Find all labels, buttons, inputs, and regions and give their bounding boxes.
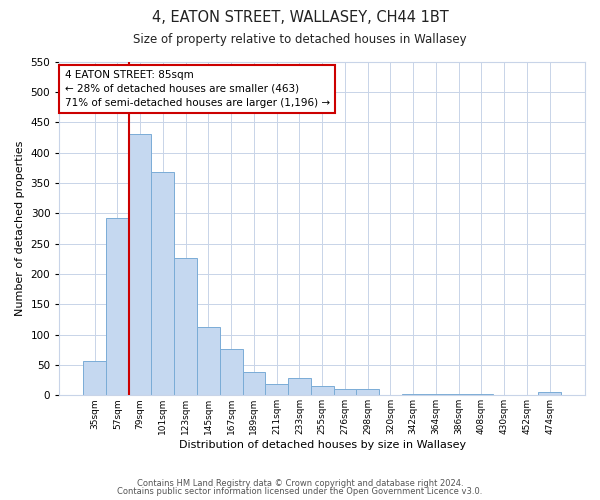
Bar [174, 258, 197, 396]
Bar [197, 326, 220, 396]
Bar [265, 384, 288, 396]
X-axis label: Distribution of detached houses by size in Wallasey: Distribution of detached houses by size … [179, 440, 466, 450]
Bar [538, 392, 561, 396]
Text: Size of property relative to detached houses in Wallasey: Size of property relative to detached ho… [133, 32, 467, 46]
Bar [151, 172, 174, 396]
Text: 4, EATON STREET, WALLASEY, CH44 1BT: 4, EATON STREET, WALLASEY, CH44 1BT [152, 10, 448, 25]
Y-axis label: Number of detached properties: Number of detached properties [15, 140, 25, 316]
Bar [83, 360, 106, 396]
Text: Contains public sector information licensed under the Open Government Licence v3: Contains public sector information licen… [118, 487, 482, 496]
Bar [356, 389, 379, 396]
Text: 4 EATON STREET: 85sqm
← 28% of detached houses are smaller (463)
71% of semi-det: 4 EATON STREET: 85sqm ← 28% of detached … [65, 70, 330, 108]
Bar [311, 386, 334, 396]
Bar [288, 378, 311, 396]
Bar [242, 372, 265, 396]
Bar [106, 218, 129, 396]
Bar [129, 134, 151, 396]
Bar [470, 394, 493, 396]
Bar [425, 394, 448, 396]
Bar [334, 389, 356, 396]
Bar [448, 394, 470, 396]
Bar [402, 394, 425, 396]
Bar [220, 349, 242, 396]
Text: Contains HM Land Registry data © Crown copyright and database right 2024.: Contains HM Land Registry data © Crown c… [137, 478, 463, 488]
